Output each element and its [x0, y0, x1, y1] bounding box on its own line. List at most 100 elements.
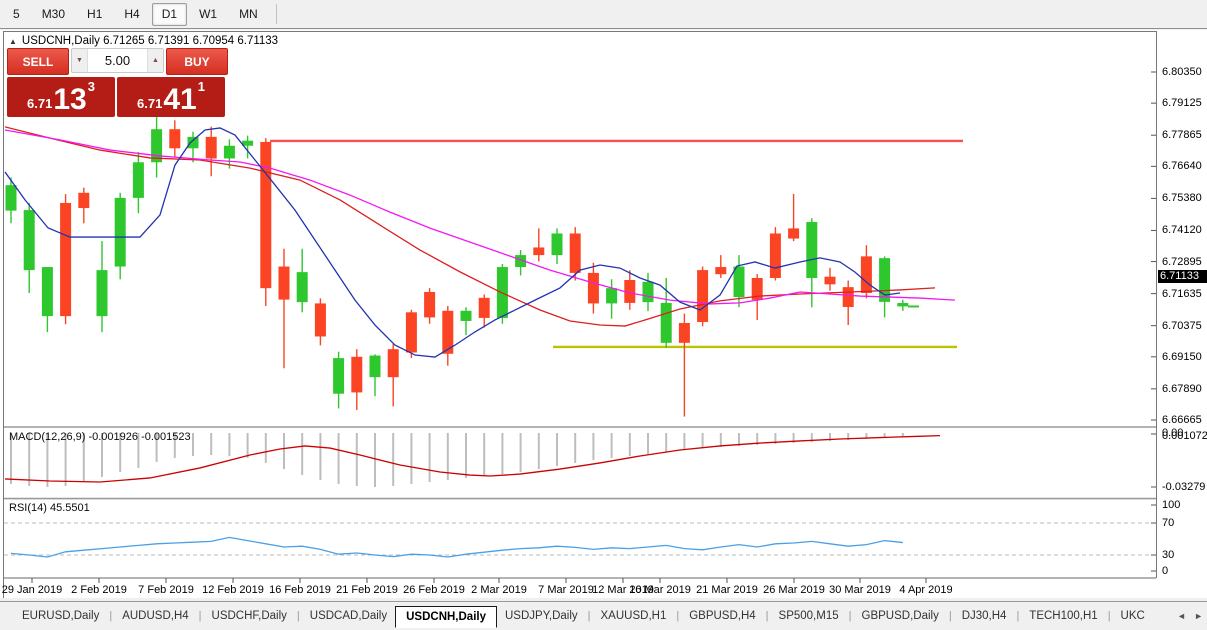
- tab-eurusd-daily[interactable]: EURUSD,Daily: [22, 610, 100, 622]
- macd-axis-label: 0.00: [1162, 427, 1184, 439]
- timeframe-button-w1[interactable]: W1: [199, 7, 218, 21]
- ma-line-magenta: [4, 129, 956, 305]
- candle-body: [5, 185, 17, 211]
- chart-window: ▲ USDCNH,Daily 6.71265 6.71391 6.70954 6…: [0, 30, 1207, 598]
- collapse-icon[interactable]: ▲: [9, 36, 17, 46]
- chart-tab-bar: EURUSD,Daily | AUDUSD,H4 | USDCHF,Daily | USDC…: [0, 601, 1207, 630]
- candle-body: [387, 349, 399, 378]
- buy-button[interactable]: BUY: [166, 48, 228, 75]
- date-axis-label: 12 Feb 2019: [202, 584, 264, 596]
- volume-value[interactable]: 5.00: [104, 53, 131, 68]
- tab-xauusd-h1[interactable]: XAUUSD,H1: [600, 610, 667, 622]
- rsi-axis-label: 30: [1162, 549, 1175, 561]
- price-axis-label: 6.80350: [1162, 66, 1202, 78]
- tab-dj30-h4[interactable]: DJ30,H4: [961, 610, 1007, 622]
- date-axis-label: 26 Mar 2019: [763, 584, 825, 596]
- candle-body: [715, 267, 727, 275]
- tab-separator: |: [948, 610, 952, 622]
- candle-body: [223, 145, 235, 159]
- candle-body: [751, 277, 763, 300]
- candle-body: [606, 288, 618, 304]
- chart-title: ▲ USDCNH,Daily 6.71265 6.71391 6.70954 6…: [9, 35, 278, 47]
- timeframe-button-5[interactable]: 5: [13, 7, 20, 21]
- tab-scroll-right-icon[interactable]: ►: [1194, 611, 1203, 621]
- macd-histogram: [10, 433, 904, 488]
- date-axis-label: 4 Apr 2019: [899, 584, 953, 596]
- candle-body: [424, 291, 436, 318]
- rsi-line: [10, 536, 903, 558]
- price-axis-label: 6.67890: [1162, 382, 1202, 395]
- tab-separator: |: [676, 610, 680, 622]
- chart-canvas[interactable]: [0, 30, 1163, 598]
- trend-lines: [270, 139, 963, 349]
- sell-price-pip: 3: [87, 79, 95, 94]
- price-axis-label: 6.74120: [1162, 224, 1202, 237]
- candles: [5, 115, 909, 417]
- candle-body: [642, 281, 654, 303]
- tab-gbpusd-h4[interactable]: GBPUSD,H4: [689, 610, 756, 622]
- tab-tech100-h1[interactable]: TECH100,H1: [1029, 610, 1098, 622]
- date-axis-label: 30 Mar 2019: [829, 584, 891, 596]
- buy-price-display[interactable]: 6.71 41 1: [117, 77, 225, 117]
- date-axis-label: 2 Feb 2019: [71, 584, 127, 596]
- date-axis-label: 12 Mar 2019: [592, 584, 654, 596]
- date-axis-label: 21 Feb 2019: [336, 584, 398, 596]
- tab-scroll-controls: ◄ ►: [1173, 601, 1207, 630]
- macd-axis-label: 0.001072: [1162, 430, 1207, 442]
- candle-body: [697, 270, 709, 322]
- volume-stepper: ▼ 5.00 ▲: [71, 48, 164, 73]
- timeframe-toolbar: 5 M30 H1 H4 D1 W1 MN: [0, 0, 1207, 29]
- candle-body: [296, 272, 308, 303]
- volume-increase-icon[interactable]: ▲: [147, 49, 163, 72]
- candle-body: [460, 310, 472, 321]
- candle-body: [369, 355, 381, 378]
- candle-body: [351, 356, 363, 393]
- tab-usdchf-daily[interactable]: USDCHF,Daily: [211, 610, 287, 622]
- tab-separator: |: [765, 610, 769, 622]
- tab-sp500-m15[interactable]: SP500,M15: [778, 610, 839, 622]
- one-click-trade-panel: SELL ▼ 5.00 ▲ BUY 6.71 13 3 6.71 41 1: [7, 48, 228, 117]
- price-axis-label: 6.76640: [1162, 160, 1202, 173]
- candle-body: [23, 210, 35, 271]
- timeframe-button-mn[interactable]: MN: [239, 7, 258, 21]
- date-axis-label: 29 Jan 2019: [1, 584, 63, 596]
- candle-body: [205, 136, 217, 159]
- sell-price-main: 13: [53, 83, 87, 116]
- candle-body: [169, 129, 181, 149]
- timeframe-button-m30[interactable]: M30: [41, 7, 66, 21]
- timeframe-button-d1[interactable]: D1: [151, 2, 188, 26]
- macd-axis-label: -0.03279: [1162, 480, 1206, 493]
- tab-gbpusd-daily[interactable]: GBPUSD,Daily: [861, 610, 939, 622]
- timeframe-button-h4[interactable]: H4: [124, 7, 140, 21]
- candle-body: [660, 302, 672, 343]
- rsi-axis-label: 0: [1162, 565, 1169, 577]
- candle-body: [678, 322, 690, 343]
- rsi-axis-label: 70: [1162, 517, 1175, 529]
- tab-usdcnh-daily[interactable]: USDCNH,Daily: [395, 606, 497, 628]
- candle-body: [897, 303, 909, 307]
- candle-body: [842, 287, 854, 307]
- tab-separator: |: [109, 610, 113, 622]
- volume-decrease-icon[interactable]: ▼: [72, 49, 88, 72]
- tab-audusd-h4[interactable]: AUDUSD,H4: [122, 610, 189, 622]
- buy-price-main: 41: [163, 83, 197, 116]
- date-axis-label: 21 Mar 2019: [696, 584, 758, 596]
- macd-signal-line: [4, 434, 941, 483]
- tab-ukc[interactable]: UKC: [1120, 610, 1145, 622]
- tab-scroll-left-icon[interactable]: ◄: [1177, 611, 1186, 621]
- date-axis-label: 16 Mar 2019: [629, 584, 691, 596]
- rsi-label: RSI(14) 45.5501: [9, 502, 90, 514]
- buy-price-prefix: 6.71: [137, 96, 163, 111]
- chart-title-text: USDCNH,Daily 6.71265 6.71391 6.70954 6.7…: [21, 35, 279, 47]
- candle-body: [515, 255, 527, 268]
- sell-button[interactable]: SELL: [7, 48, 69, 75]
- tab-usdjpy-daily[interactable]: USDJPY,Daily: [505, 610, 578, 622]
- candle-body: [41, 267, 53, 317]
- date-axis-label: 26 Feb 2019: [403, 584, 465, 596]
- timeframe-button-h1[interactable]: H1: [87, 7, 103, 21]
- candle-body: [114, 197, 126, 267]
- candle-body: [314, 303, 326, 337]
- tab-usdcad-daily[interactable]: USDCAD,Daily: [309, 610, 388, 622]
- sell-price-display[interactable]: 6.71 13 3: [7, 77, 115, 117]
